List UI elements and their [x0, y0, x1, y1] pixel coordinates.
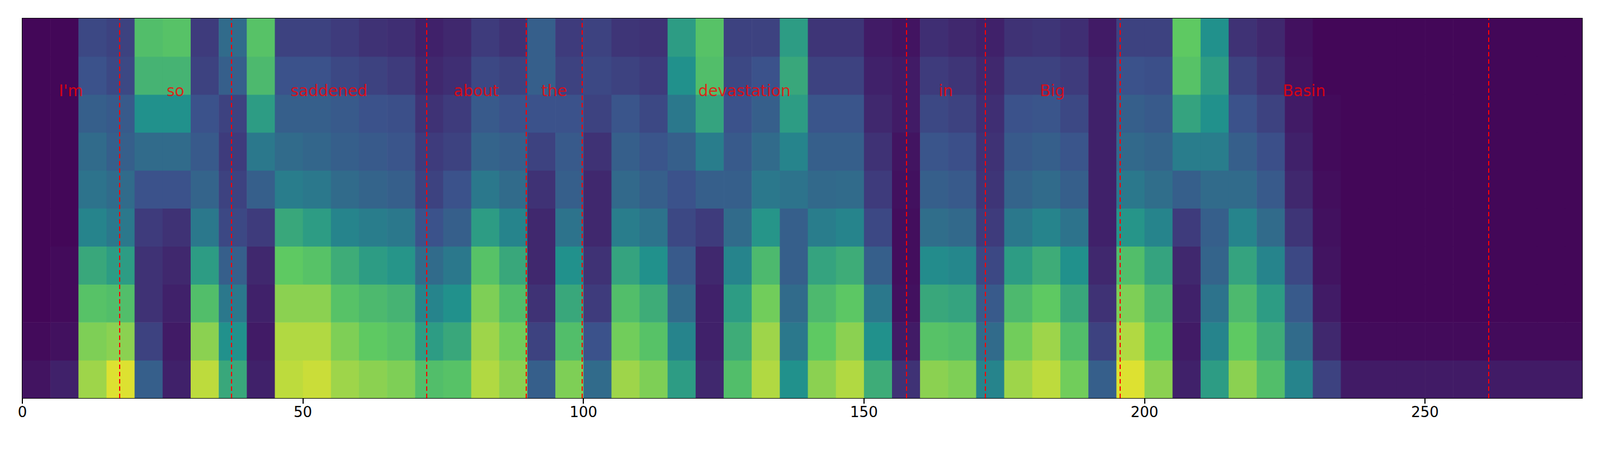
- svg-text:the: the: [541, 81, 568, 101]
- svg-text:about: about: [453, 81, 499, 101]
- svg-text:Basin: Basin: [1282, 81, 1326, 101]
- svg-text:I'm: I'm: [58, 81, 83, 101]
- svg-text:50: 50: [293, 403, 313, 421]
- svg-text:in: in: [938, 81, 954, 101]
- svg-text:100: 100: [569, 403, 598, 421]
- svg-text:0: 0: [17, 403, 28, 421]
- svg-text:so: so: [166, 81, 185, 101]
- svg-text:saddened: saddened: [290, 81, 368, 101]
- svg-text:devastation: devastation: [698, 81, 791, 101]
- svg-text:200: 200: [1130, 403, 1159, 421]
- svg-text:Big: Big: [1040, 81, 1066, 101]
- svg-text:150: 150: [850, 403, 879, 421]
- svg-text:250: 250: [1410, 403, 1439, 421]
